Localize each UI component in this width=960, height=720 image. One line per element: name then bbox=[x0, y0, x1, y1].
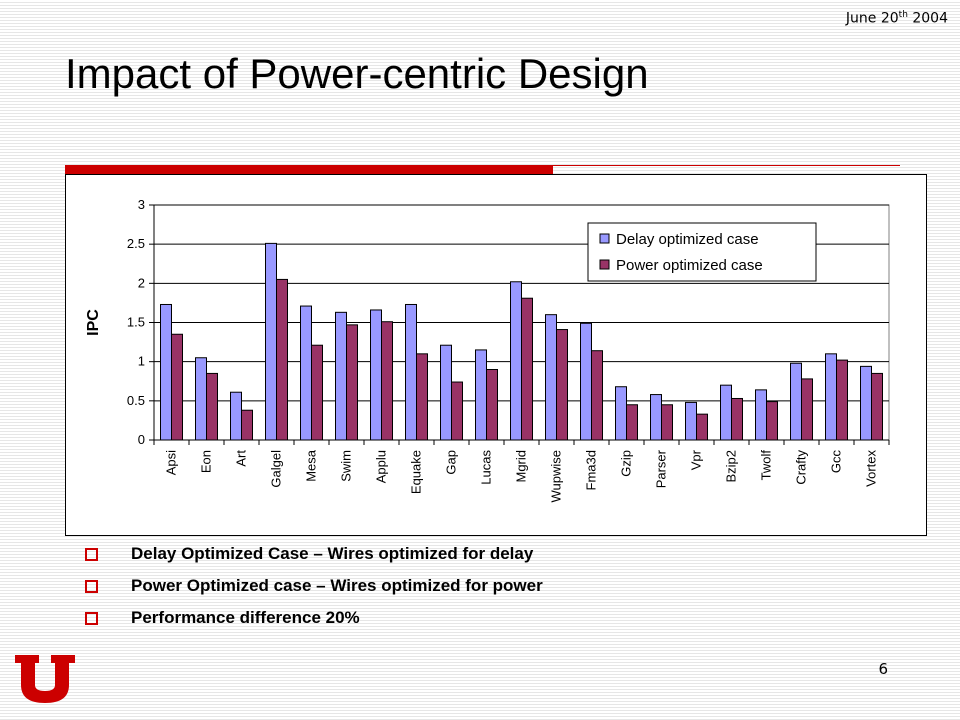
slide-title: Impact of Power-centric Design bbox=[65, 50, 649, 97]
y-tick-label: 3 bbox=[138, 197, 145, 212]
bar bbox=[381, 321, 393, 441]
bar bbox=[591, 350, 603, 441]
bar bbox=[276, 278, 288, 441]
date-year: 2004 bbox=[912, 10, 948, 27]
y-tick-label: 1 bbox=[138, 354, 145, 369]
x-category-label: Vpr bbox=[689, 449, 704, 470]
bar bbox=[451, 381, 463, 441]
x-category-label: Lucas bbox=[479, 450, 494, 485]
bar bbox=[370, 309, 382, 441]
bullet-square-icon bbox=[85, 548, 98, 561]
bar bbox=[556, 329, 568, 441]
bar bbox=[335, 311, 347, 441]
bar bbox=[626, 404, 638, 441]
x-category-label: Art bbox=[234, 450, 249, 467]
date-superscript: th bbox=[898, 10, 908, 20]
legend-label: Power optimized case bbox=[616, 257, 763, 274]
bar bbox=[510, 281, 522, 441]
x-category-label: Crafty bbox=[794, 450, 809, 485]
bar bbox=[696, 413, 708, 441]
y-tick-label: 0.5 bbox=[127, 393, 145, 408]
ipc-bar-chart: 0 0.5 1 1.5 2 2.5 3 Apsi Eon Art Galgel Mesa Swim App… bbox=[85, 197, 890, 503]
chart-container: 0 0.5 1 1.5 2 2.5 3 Apsi Eon Art Galgel Mesa Swim App… bbox=[65, 174, 927, 536]
bar bbox=[650, 394, 662, 441]
x-category-label: Mesa bbox=[304, 449, 319, 482]
bar bbox=[486, 369, 498, 441]
bar bbox=[160, 303, 172, 441]
bar bbox=[790, 362, 802, 441]
x-category-label: Gcc bbox=[829, 450, 844, 474]
x-category-label: Equake bbox=[409, 450, 424, 494]
title-rule-thin bbox=[553, 165, 900, 166]
bullet-square-icon bbox=[85, 580, 98, 593]
bar bbox=[311, 344, 323, 441]
bullet-text: Performance difference 20% bbox=[131, 608, 360, 627]
y-tick-label: 2 bbox=[138, 275, 145, 290]
bar bbox=[195, 357, 207, 441]
bar bbox=[685, 401, 697, 441]
y-tick-label: 0 bbox=[138, 432, 145, 447]
bar bbox=[230, 391, 242, 441]
x-category-label: Bzip2 bbox=[724, 450, 739, 483]
x-category-label: Gzip bbox=[619, 450, 634, 477]
university-u-logo-icon bbox=[15, 655, 75, 703]
date-text: June 20 bbox=[845, 10, 899, 27]
bar bbox=[405, 303, 417, 441]
y-axis-label: IPC bbox=[85, 309, 102, 336]
bullet-text: Delay Optimized Case – Wires optimized f… bbox=[131, 544, 534, 563]
bar bbox=[580, 322, 592, 441]
legend-box bbox=[587, 222, 817, 282]
bar bbox=[475, 349, 487, 441]
bar bbox=[836, 359, 848, 441]
y-tick-label: 1.5 bbox=[127, 315, 145, 330]
bar bbox=[871, 372, 883, 441]
bar bbox=[300, 305, 312, 441]
bar bbox=[661, 404, 673, 441]
title-rule-thick bbox=[65, 165, 553, 174]
bullet-text: Power Optimized case – Wires optimized f… bbox=[131, 576, 543, 595]
bar bbox=[206, 372, 218, 441]
bar bbox=[860, 365, 872, 441]
bar bbox=[521, 297, 533, 441]
x-category-label: Parser bbox=[654, 449, 669, 488]
x-category-label: Eon bbox=[199, 450, 214, 473]
bar bbox=[801, 378, 813, 441]
bar bbox=[265, 242, 277, 441]
bar bbox=[171, 333, 183, 441]
bar bbox=[755, 389, 767, 441]
x-category-label: Wupwise bbox=[549, 450, 564, 503]
x-category-label: Fma3d bbox=[584, 450, 599, 490]
x-category-label: Galgel bbox=[269, 450, 284, 488]
bar bbox=[825, 353, 837, 441]
bar bbox=[241, 409, 253, 441]
bar bbox=[545, 314, 557, 441]
bar bbox=[416, 353, 428, 441]
bar bbox=[720, 384, 732, 441]
legend-label: Delay optimized case bbox=[616, 231, 759, 248]
bar bbox=[440, 344, 452, 441]
slide-date: June 20th 2004 bbox=[846, 10, 948, 27]
bar bbox=[731, 397, 743, 441]
bar bbox=[766, 401, 778, 441]
bullet-square-icon bbox=[85, 612, 98, 625]
legend-swatch bbox=[599, 233, 610, 244]
bar bbox=[615, 386, 627, 441]
legend-swatch bbox=[599, 259, 610, 270]
bar bbox=[346, 324, 358, 441]
x-category-label: Swim bbox=[339, 450, 354, 482]
y-tick-label: 2.5 bbox=[127, 236, 145, 251]
x-category-label: Applu bbox=[374, 450, 389, 483]
x-category-label: Mgrid bbox=[514, 450, 529, 483]
page-number: 6 bbox=[878, 660, 888, 678]
x-category-label: Vortex bbox=[864, 450, 879, 487]
x-category-label: Twolf bbox=[759, 450, 774, 481]
x-category-label: Gap bbox=[444, 450, 459, 475]
x-category-label: Apsi bbox=[164, 450, 179, 475]
